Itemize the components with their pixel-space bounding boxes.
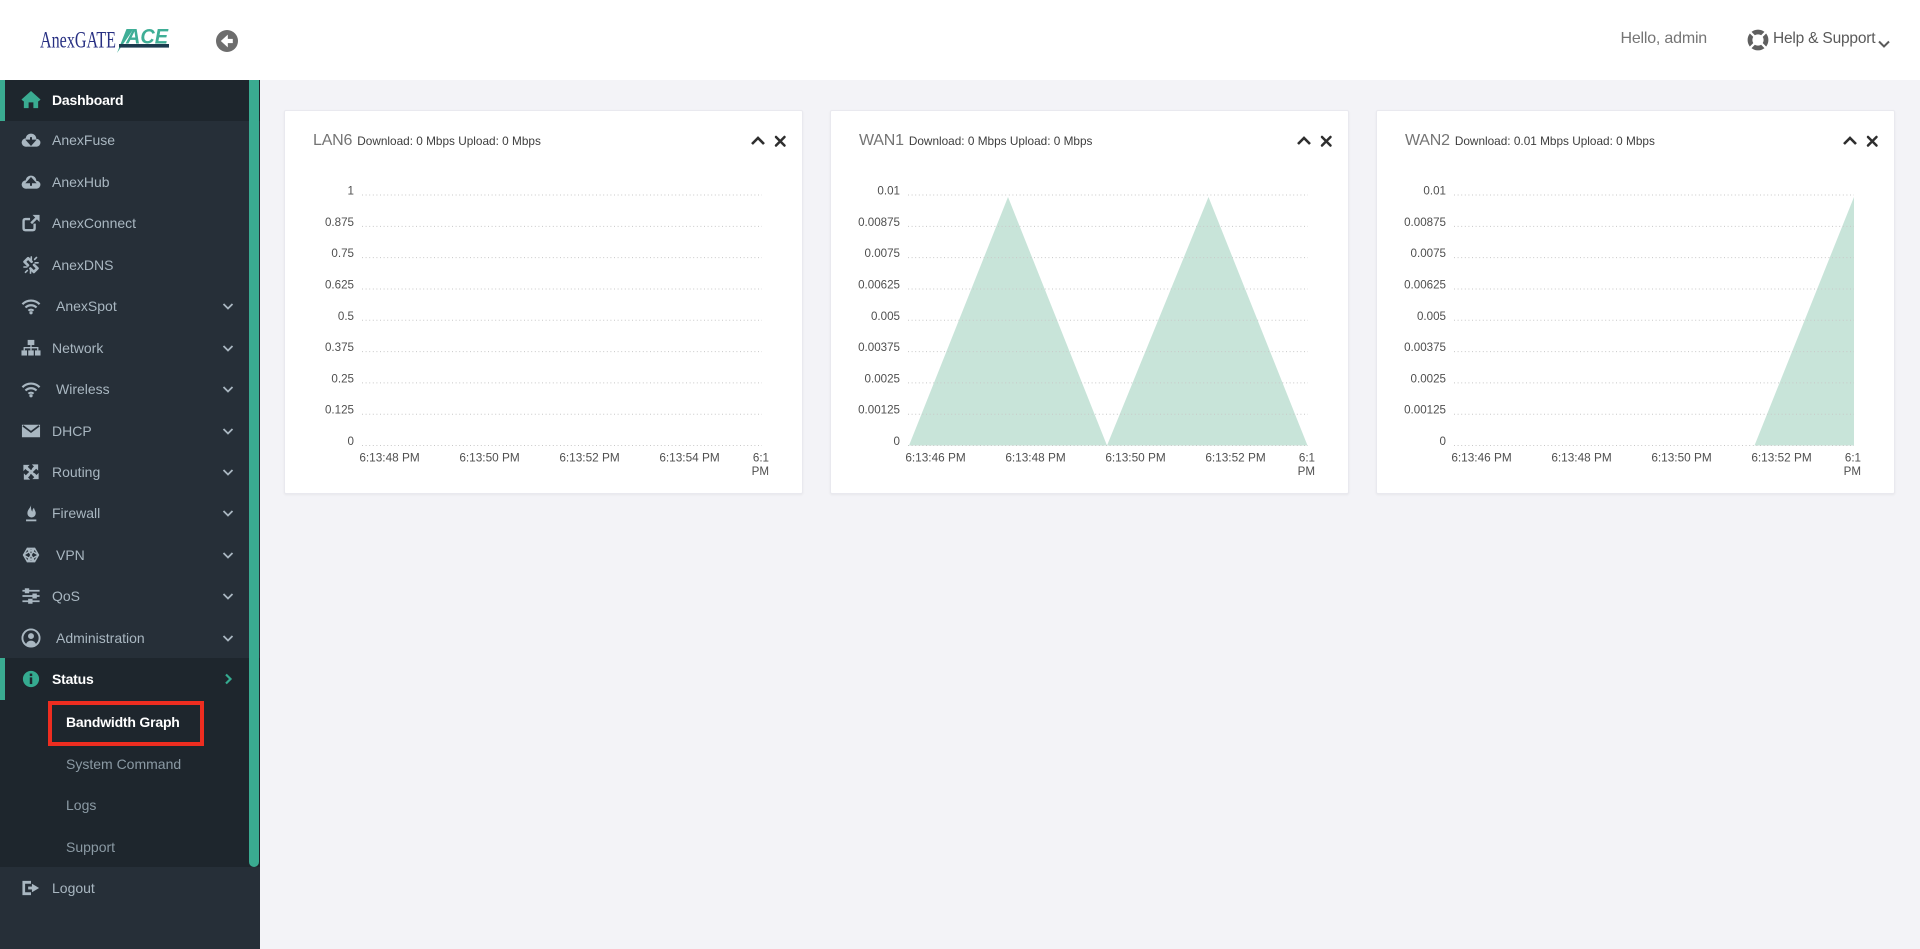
svg-text:0: 0 <box>1440 435 1446 448</box>
svg-text:PM: PM <box>1298 465 1315 478</box>
svg-text:0.00375: 0.00375 <box>858 341 900 354</box>
svg-text:0.00625: 0.00625 <box>858 278 900 291</box>
svg-text:ACE: ACE <box>125 26 169 49</box>
svg-text:6:1: 6:1 <box>753 452 769 465</box>
svg-text:0.005: 0.005 <box>1417 310 1446 323</box>
svg-text:0.005: 0.005 <box>871 310 900 323</box>
svg-text:PM: PM <box>752 465 769 478</box>
svg-text:0.5: 0.5 <box>338 310 354 323</box>
svg-text:0.00875: 0.00875 <box>1404 216 1446 229</box>
svg-text:0.375: 0.375 <box>325 341 354 354</box>
svg-text:6:13:50 PM: 6:13:50 PM <box>459 451 519 465</box>
svg-text:0.0025: 0.0025 <box>1411 372 1446 385</box>
svg-text:0.875: 0.875 <box>325 216 354 229</box>
svg-text:6:13:48 PM: 6:13:48 PM <box>1551 451 1611 465</box>
svg-text:0.0075: 0.0075 <box>1411 247 1446 260</box>
svg-text:0: 0 <box>348 435 354 448</box>
svg-text:6:13:48 PM: 6:13:48 PM <box>359 451 419 465</box>
svg-text:AnexGATE: AnexGATE <box>40 28 116 53</box>
svg-text:PM: PM <box>1844 465 1861 478</box>
svg-text:0.01: 0.01 <box>1423 185 1446 198</box>
svg-text:6:13:46 PM: 6:13:46 PM <box>905 451 965 465</box>
svg-text:6:13:54 PM: 6:13:54 PM <box>659 451 719 465</box>
svg-text:0.0025: 0.0025 <box>865 372 900 385</box>
svg-text:6:13:50 PM: 6:13:50 PM <box>1105 451 1165 465</box>
svg-text:0.00125: 0.00125 <box>1404 404 1446 417</box>
svg-text:6:13:50 PM: 6:13:50 PM <box>1651 451 1711 465</box>
svg-text:0.625: 0.625 <box>325 278 354 291</box>
svg-text:6:13:48 PM: 6:13:48 PM <box>1005 451 1065 465</box>
svg-text:6:13:46 PM: 6:13:46 PM <box>1451 451 1511 465</box>
svg-text:0.75: 0.75 <box>331 247 354 260</box>
svg-text:0.00125: 0.00125 <box>858 404 900 417</box>
svg-text:0.01: 0.01 <box>877 185 900 198</box>
svg-text:0.00625: 0.00625 <box>1404 278 1446 291</box>
svg-text:6:13:52 PM: 6:13:52 PM <box>1751 451 1811 465</box>
svg-text:0.00875: 0.00875 <box>858 216 900 229</box>
svg-text:0.00375: 0.00375 <box>1404 341 1446 354</box>
svg-text:1: 1 <box>348 185 354 198</box>
svg-text:6:13:52 PM: 6:13:52 PM <box>559 451 619 465</box>
svg-text:6:13:52 PM: 6:13:52 PM <box>1205 451 1265 465</box>
svg-text:0.0075: 0.0075 <box>865 247 900 260</box>
svg-text:6:1: 6:1 <box>1845 452 1861 465</box>
svg-text:6:1: 6:1 <box>1299 452 1315 465</box>
svg-text:0.125: 0.125 <box>325 404 354 417</box>
svg-text:0.25: 0.25 <box>331 372 354 385</box>
svg-text:0: 0 <box>894 435 900 448</box>
